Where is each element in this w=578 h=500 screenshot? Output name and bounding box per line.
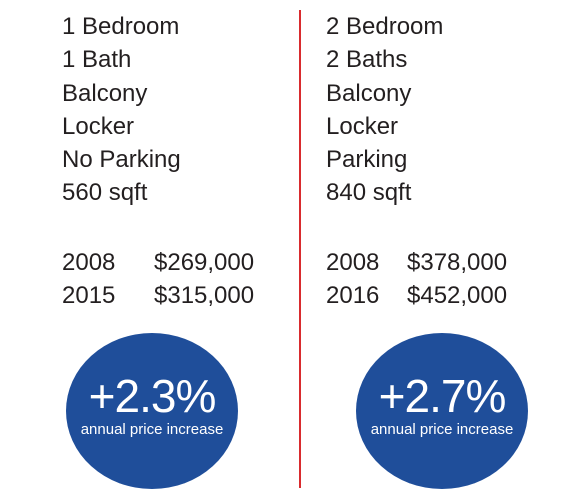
price-amount: $315,000 [154,282,255,310]
feature-parking: Parking [326,146,408,174]
price-row: 2016 $452,000 [326,279,566,312]
price-amount: $269,000 [154,248,255,276]
feature-size: 560 sqft [62,179,148,207]
feature-baths: 2 Baths [326,46,408,74]
increase-caption: annual price increase [370,421,514,438]
price-row: 2008 $269,000 [62,246,302,279]
feature-baths: 1 Bath [62,46,132,74]
increase-percent: +2.3% [88,370,217,422]
price-year: 2008 [62,248,116,276]
feature-locker: Locker [62,112,135,140]
feature-size: 840 sqft [326,179,412,207]
unit-left: 1 Bedroom 1 Bath Balcony Locker No Parki… [62,10,302,312]
increase-badge-right: +2.7% annual price increase [356,333,528,489]
price-amount: $378,000 [407,248,508,276]
increase-percent: +2.7% [378,370,507,422]
price-history: 2008 $269,000 2015 $315,000 [62,246,302,313]
column-divider [299,10,301,488]
increase-caption: annual price increase [80,421,224,438]
price-year: 2016 [326,282,380,310]
feature-bedrooms: 1 Bedroom [62,13,180,40]
feature-balcony: Balcony [326,79,412,107]
price-year: 2008 [326,248,380,276]
price-year: 2015 [62,282,116,310]
unit-right: 2 Bedroom 2 Baths Balcony Locker Parking… [326,10,566,312]
price-history: 2008 $378,000 2016 $452,000 [326,246,566,313]
feature-bedrooms: 2 Bedroom [326,13,444,40]
feature-balcony: Balcony [62,79,148,107]
price-row: 2008 $378,000 [326,246,566,279]
price-amount: $452,000 [407,282,508,310]
feature-parking: No Parking [62,146,181,174]
feature-locker: Locker [326,112,399,140]
price-row: 2015 $315,000 [62,279,302,312]
increase-badge-left: +2.3% annual price increase [66,333,238,489]
